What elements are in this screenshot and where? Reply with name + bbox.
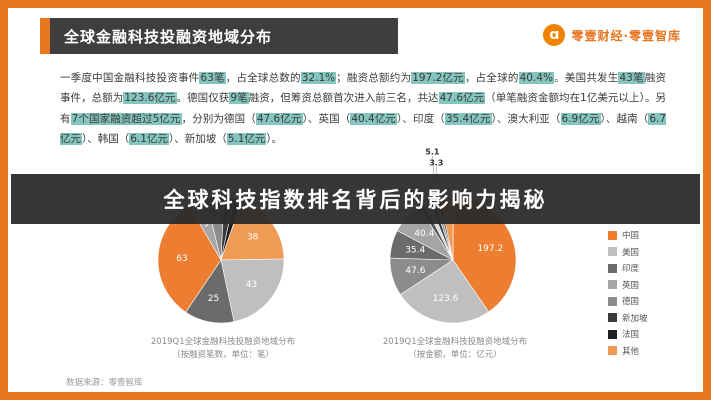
title-accent [40, 18, 50, 54]
legend-swatch [608, 263, 617, 273]
pie-caption-by-deals: 2019Q1全球金融科技投融资地域分布 （按融资笔数，单位：笔） [128, 336, 318, 362]
summary-paragraph: 一季度中国金融科技投资事件63笔，占全球总数的32.1%；融资总额约为197.2… [60, 68, 666, 150]
summary-highlight: 9笔 [229, 92, 249, 105]
summary-highlight: 40.4亿元 [350, 112, 398, 125]
summary-highlight: 32.1% [300, 72, 337, 84]
legend-swatch [608, 313, 617, 322]
summary-segment: 。德国仅获 [176, 92, 230, 105]
legend-swatch [608, 346, 617, 355]
legend-swatch [608, 329, 617, 339]
summary-highlight: 6.9亿元 [560, 112, 601, 125]
legend-label: 中国 [622, 231, 640, 241]
source-note: 数据来源：零壹智库 [66, 378, 143, 388]
pie-value-label: 38 [247, 233, 259, 243]
pie-value-label: 63 [176, 254, 187, 264]
legend-item-德国: 德国 [608, 295, 648, 307]
pie-caption-by-amount: 2019Q1全球金融科技投融资地域分布 （按金额，单位：亿元） [360, 336, 550, 362]
caption-line: （按融资笔数，单位：笔） [171, 350, 274, 361]
summary-segment: ）、澳大利亚（ [491, 112, 561, 125]
legend-label: 美国 [622, 247, 640, 258]
summary-segment: （单笔融资金额均在1亿美元以上）。另有 [60, 92, 667, 125]
caption-line: （按金额，单位：亿元） [408, 350, 502, 361]
caption-line: 2019Q1全球金融科技投融资地域分布 [382, 337, 528, 347]
legend-item-印度: 印度 [608, 262, 648, 274]
summary-segment: ）、新加坡（ [168, 133, 227, 146]
summary-segment: ）、韩国（ [82, 133, 130, 146]
summary-segment: ；融资总额约为 [336, 72, 412, 84]
legend-item-法国: 法国 [608, 328, 648, 340]
summary-segment: ，占全球的 [464, 72, 519, 84]
watermark-banner: 全球科技指数排名背后的影响力揭秘 [11, 174, 700, 224]
summary-segment: ）、越南（ [600, 112, 649, 125]
pie-value-label: 35.4 [405, 246, 425, 256]
legend-swatch [608, 230, 617, 240]
legend-label: 新加坡 [622, 313, 648, 324]
pie-value-label: 43 [246, 280, 257, 290]
summary-segment: ）、印度（ [397, 112, 445, 125]
watermark-title: 全球科技指数排名背后的影响力揭秘 [163, 188, 548, 212]
pie-value-label: 123.6 [433, 294, 459, 304]
legend-swatch [608, 296, 617, 306]
pie-slice-美国 [220, 258, 285, 322]
summary-segment: 融资事件，总额为 [60, 72, 667, 105]
legend-item-中国: 中国 [608, 229, 648, 241]
caption-line: 2019Q1全球金融科技投融资地域分布 [150, 337, 296, 347]
legend-label: 法国 [622, 330, 640, 340]
pie-value-label: 25 [208, 294, 219, 304]
brand-logo-icon: ɑ [543, 24, 566, 46]
summary-highlight: 35.4亿元 [444, 112, 492, 125]
summary-highlight: 47.6亿元 [255, 112, 303, 125]
summary-highlight: 5.1亿元 [226, 133, 267, 146]
summary-segment: ，占全球总数的 [225, 72, 301, 84]
summary-segment: ）、英国（ [302, 112, 351, 125]
legend-item-美国: 美国 [608, 246, 648, 258]
brand-logo: ɑ 零壹财经·零壹智库 [543, 24, 681, 46]
legend-label: 其他 [622, 346, 640, 357]
summary-highlight: 123.6亿元 [123, 92, 177, 105]
summary-segment: 。美国共发生 [553, 72, 619, 84]
title-bar: 全球金融科技投融资地域分布 [40, 18, 398, 54]
pie-value-label: 5.1 [425, 148, 440, 157]
legend-label: 印度 [622, 264, 640, 274]
summary-highlight: 6.1亿元 [129, 133, 169, 146]
legend-label: 德国 [622, 297, 640, 307]
pie-slice-印度 [185, 259, 235, 324]
legend-swatch [608, 280, 617, 289]
brand-name: 零壹财经·零壹智库 [571, 28, 681, 43]
summary-highlight: 40.4% [518, 72, 554, 84]
legend-label: 英国 [622, 280, 640, 291]
summary-segment: ）。 [266, 133, 283, 146]
summary-highlight: 7个国家融资超过5亿元 [70, 112, 182, 125]
legend-item-英国: 英国 [608, 279, 648, 291]
pie-value-label: 3.3 [429, 159, 443, 168]
summary-segment: 融资，但筹资总额首次进入前三名，共达 [248, 92, 439, 105]
summary-segment: ，分别为德国（ [181, 112, 256, 125]
summary-highlight: 197.2亿元 [411, 72, 465, 84]
summary-segment: 一季度中国金融科技投资事件 [60, 72, 200, 84]
page-title: 全球金融科技投融资地域分布 [64, 27, 273, 46]
summary-highlight: 63笔 [199, 72, 226, 84]
legend-item-新加坡: 新加坡 [608, 312, 648, 324]
chart-legend: 中国美国印度英国德国新加坡法国其他 [608, 229, 648, 361]
legend-swatch [608, 247, 617, 256]
pie-value-label: 197.2 [477, 244, 503, 254]
pie-value-label: 9 [203, 219, 209, 229]
pie-value-label: 47.6 [405, 266, 425, 276]
summary-highlight: 47.6亿元 [438, 92, 486, 105]
pie-value-label: 40.4 [414, 229, 434, 239]
summary-highlight: 43笔 [618, 72, 645, 84]
legend-item-其他: 其他 [608, 345, 648, 357]
pie-slice-美国 [399, 259, 490, 324]
